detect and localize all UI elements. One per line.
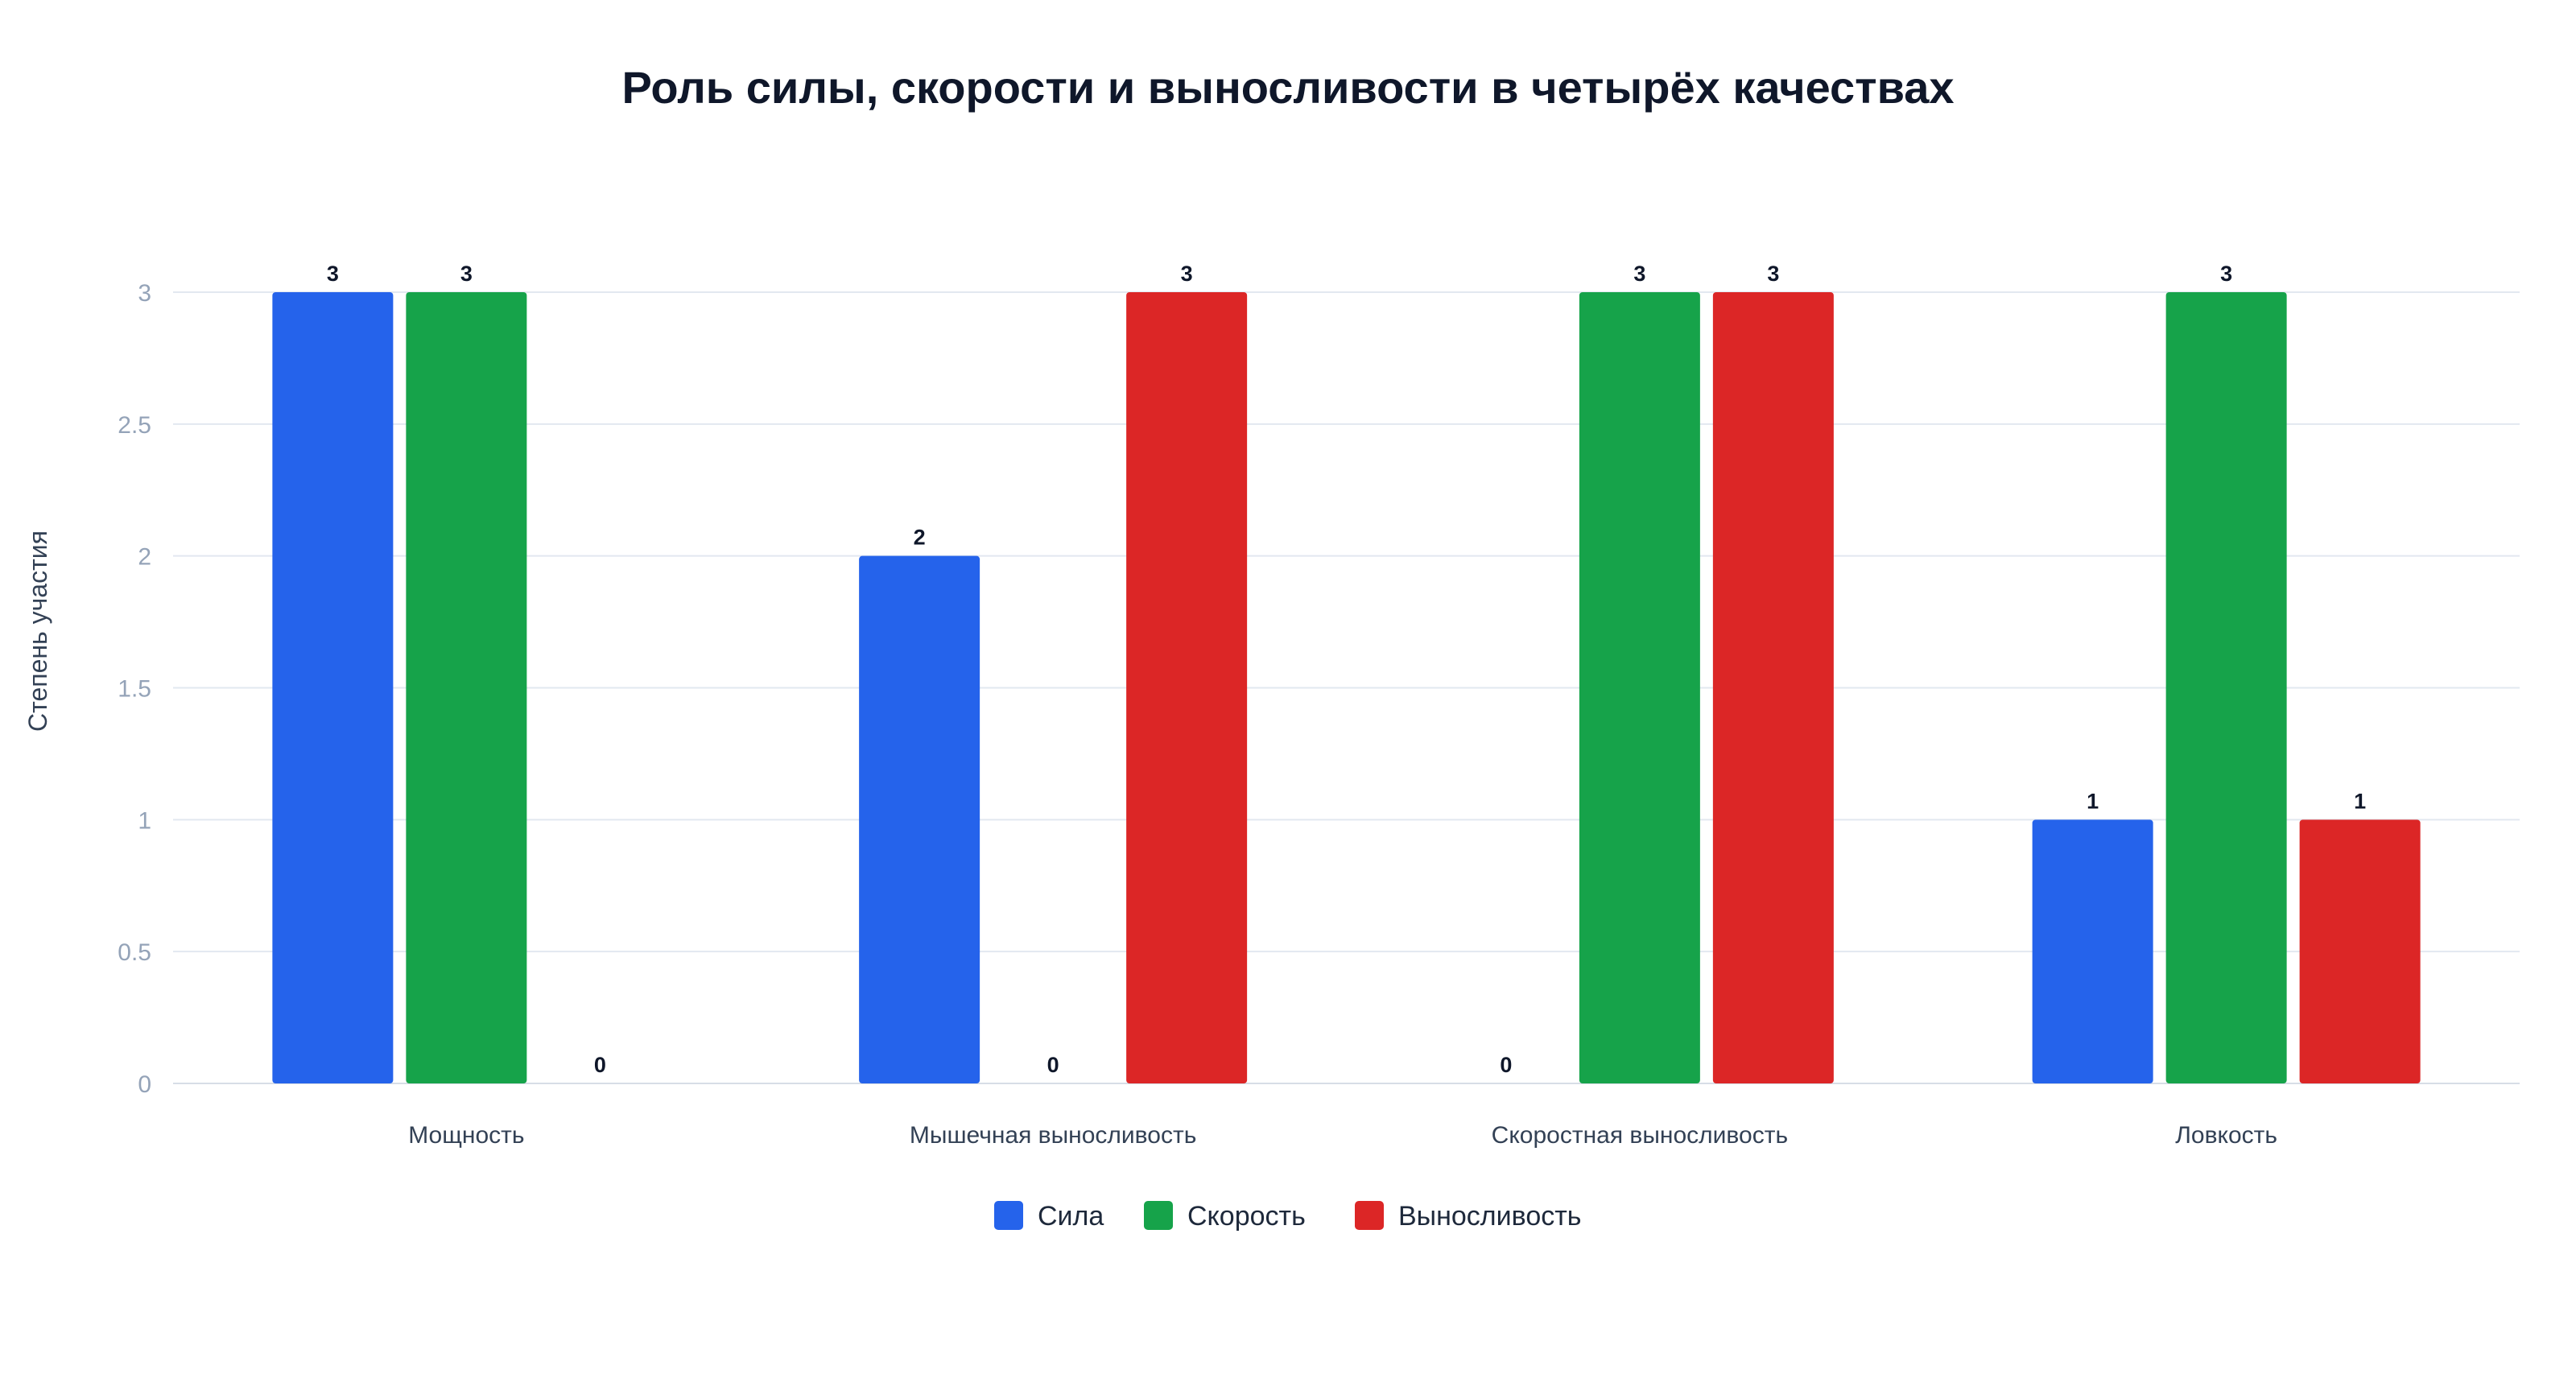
data-label: 3: [1181, 262, 1193, 286]
y-tick-label: 1: [138, 807, 151, 834]
legend-swatch: [1355, 1201, 1384, 1230]
y-tick-label: 0: [138, 1071, 151, 1098]
chart-title: Роль силы, скорости и выносливости в чет…: [621, 62, 1954, 113]
data-label: 3: [2220, 262, 2232, 286]
data-label: 1: [2354, 789, 2366, 813]
y-axis-label: Степень участия: [23, 530, 52, 732]
data-label: 3: [1767, 262, 1779, 286]
x-tick-label: Мощность: [408, 1122, 524, 1149]
bar: [2165, 292, 2287, 1083]
bars: [272, 292, 2421, 1083]
legend-label: Выносливость: [1398, 1201, 1582, 1232]
data-label: 1: [2087, 789, 2099, 813]
y-tick-label: 2.5: [118, 412, 151, 439]
legend-swatch: [994, 1201, 1023, 1230]
grid: 0 0.5 1 1.5 2 2.5 3: [118, 280, 2520, 1098]
bar: [1712, 292, 1834, 1083]
bar: [859, 555, 980, 1083]
y-tick-label: 0.5: [118, 939, 151, 966]
x-tick-label: Ловкость: [2175, 1122, 2277, 1149]
data-labels: 3 3 0 2 0 3 0 3 3 1 3 1: [327, 262, 2366, 1077]
y-tick-label: 1.5: [118, 676, 151, 703]
x-axis: Мощность Мышечная выносливость Скоростная …: [408, 1122, 2277, 1149]
data-label: 3: [1633, 262, 1645, 286]
legend-swatch: [1144, 1201, 1173, 1230]
legend-label: Скорость: [1187, 1201, 1306, 1232]
data-label: 0: [594, 1053, 606, 1077]
x-tick-label: Мышечная выносливость: [910, 1122, 1196, 1149]
legend-label: Сила: [1038, 1201, 1104, 1232]
bar: [2032, 819, 2153, 1083]
bar: [1579, 292, 1700, 1083]
data-label: 3: [327, 262, 339, 286]
x-tick-label: Скоростная выносливость: [1492, 1122, 1788, 1149]
bar: [272, 292, 394, 1083]
data-label: 0: [1500, 1053, 1512, 1077]
data-label: 3: [460, 262, 473, 286]
bar: [1126, 292, 1248, 1083]
bar: [2299, 819, 2421, 1083]
y-tick-label: 2: [138, 544, 151, 571]
bar: [406, 292, 527, 1083]
legend: Сила Скорость Выносливость: [994, 1201, 1582, 1232]
data-label: 2: [914, 526, 926, 550]
data-label: 0: [1047, 1053, 1059, 1077]
y-tick-label: 3: [138, 280, 151, 307]
